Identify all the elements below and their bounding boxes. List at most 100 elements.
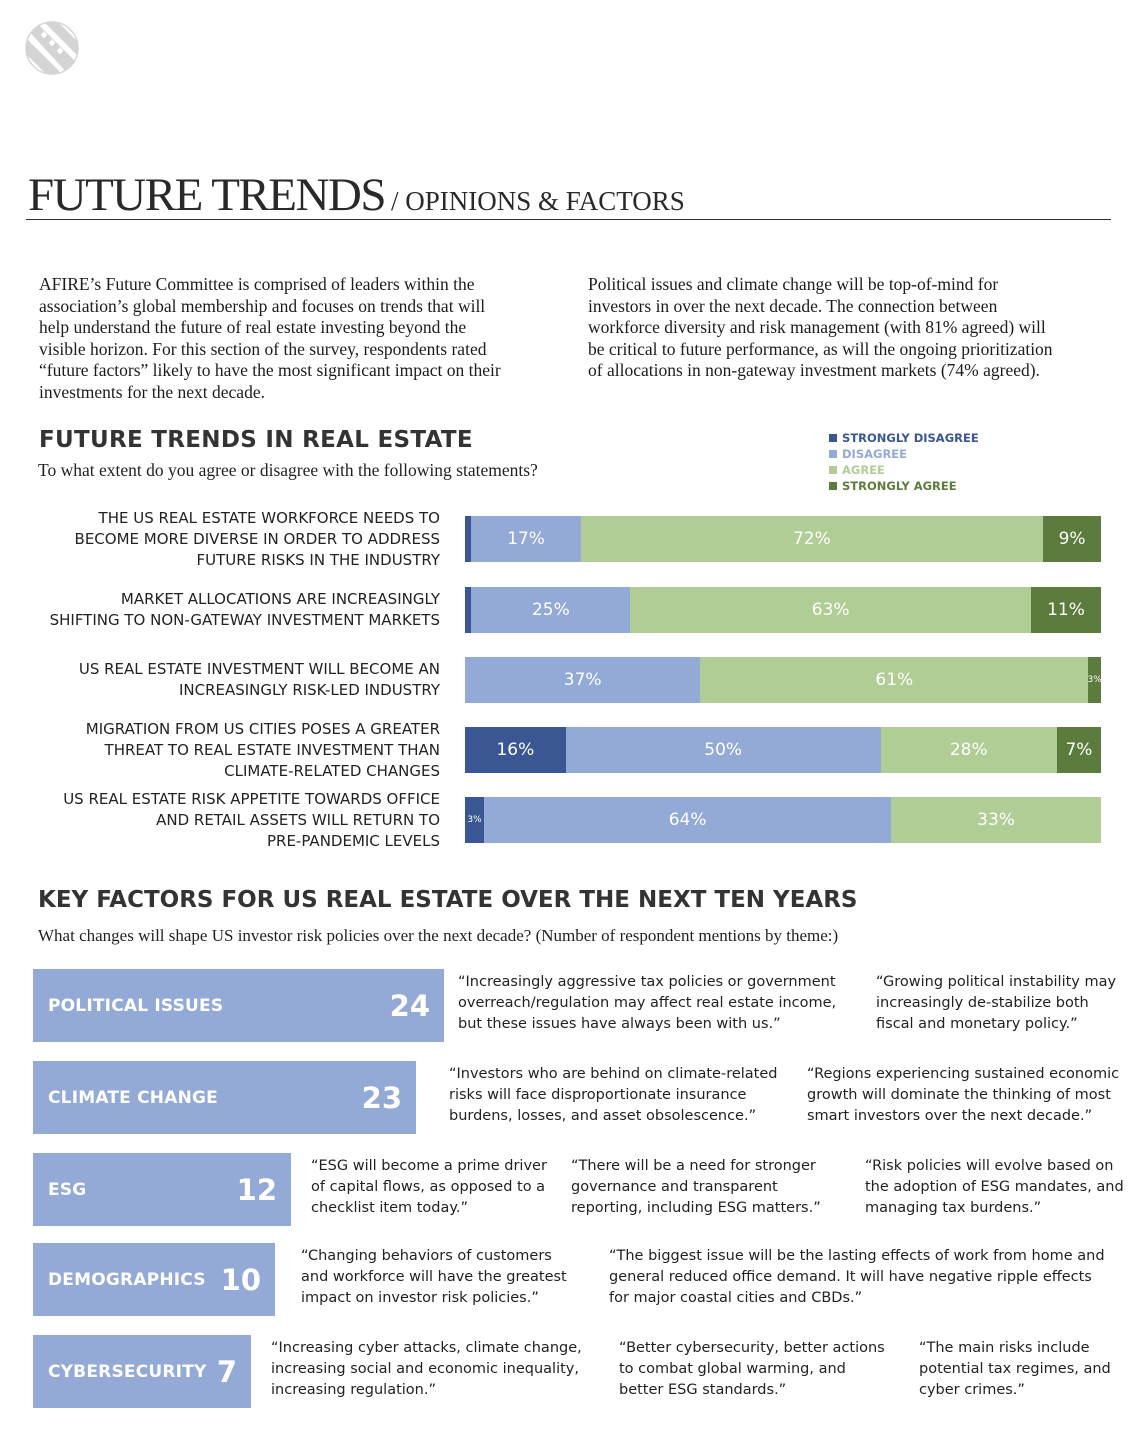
intro-left: AFIRE’s Future Committee is comprised of… (39, 274, 574, 404)
intro-line: help understand the future of real estat… (39, 317, 467, 338)
bar-segment-strongly-agree: 7% (1056, 727, 1101, 773)
factor-label: DEMOGRAPHICS (48, 1269, 206, 1290)
quote-line: “The biggest issue will be the lasting e… (609, 1248, 1105, 1264)
statement-line: FUTURE RISKS IN THE INDUSTRY (196, 550, 441, 569)
quote-line: for major coastal cities and CBDs.” (609, 1290, 863, 1306)
factor-quote: “ESG will become a prime driver of capita… (311, 1156, 547, 1219)
data-label: 7% (1065, 740, 1093, 760)
quote-line: increasing regulation.” (271, 1382, 436, 1398)
bar-segment-disagree: 64% (484, 797, 892, 843)
stacked-bar: 16% 50% 28% 7% (465, 727, 1101, 773)
bar-segment-agree: 28% (880, 727, 1057, 773)
quote-line: “Increasing cyber attacks, climate chang… (271, 1340, 582, 1356)
data-label: 61% (875, 670, 914, 690)
logo (24, 20, 80, 76)
factor-count: 23 (361, 1080, 402, 1115)
factor-bar: POLITICAL ISSUES 24 (33, 969, 444, 1042)
data-label: 64% (668, 810, 707, 830)
statement-line: INCREASINGLY RISK-LED INDUSTRY (178, 681, 440, 699)
bar-segment-agree: 61% (700, 657, 1089, 703)
quote-line: managing tax burdens.” (865, 1200, 1042, 1216)
bar-segment-agree: 72% (580, 516, 1044, 562)
data-label: 50% (704, 740, 743, 760)
quote-line: impact on investor risk policies.” (301, 1290, 539, 1306)
quote-line: smart investors over the next decade.” (807, 1108, 1093, 1124)
statement-line: THREAT TO REAL ESTATE INVESTMENT THAN (104, 740, 440, 759)
data-label: 28% (949, 740, 988, 760)
factor-bar: CLIMATE CHANGE 23 (33, 1061, 416, 1134)
legend-swatch (829, 450, 837, 458)
factor-quote: “Increasing cyber attacks, climate chang… (271, 1338, 582, 1401)
factors-question: What changes will shape US investor risk… (38, 926, 839, 945)
factor-count: 10 (220, 1262, 261, 1297)
bar-segment-strongly-agree: 11% (1031, 587, 1101, 633)
quote-line: risks will face disproportionate insuran… (449, 1087, 747, 1103)
bar-segment-agree: 63% (630, 587, 1032, 633)
bar-segment-disagree: 25% (471, 587, 631, 633)
factor-quote: “Growing political instability may increa… (876, 972, 1116, 1035)
quote-line: “Regions experiencing sustained economic (807, 1066, 1120, 1082)
stacked-bar: 3% 64% 33% (465, 797, 1101, 843)
quote-line: checklist item today.” (311, 1200, 469, 1216)
bar-segment-strongly-disagree (465, 587, 472, 633)
statement-line: PRE-PANDEMIC LEVELS (266, 831, 440, 850)
quote-line: of capital flows, as opposed to a (311, 1179, 546, 1195)
intro-line: investments for the next decade. (39, 381, 265, 402)
chart-legend: STRONGLY DISAGREE DISAGREE AGREE STRONGLY A… (829, 430, 979, 494)
statement-label: US REAL ESTATE RISK APPETITE TOWARDS OFF… (63, 789, 440, 852)
statement-label: US REAL ESTATE INVESTMENT WILL BECOME AN… (79, 659, 440, 701)
factors-heading: KEY FACTORS FOR US REAL ESTATE OVER THE … (38, 887, 858, 913)
quote-line: growth will dominate the thinking of mos… (807, 1087, 1111, 1103)
data-label: 25% (531, 600, 570, 620)
factor-quote: “Better cybersecurity, better actions to … (619, 1338, 885, 1401)
quote-line: to combat global warming, and (619, 1361, 846, 1377)
quote-line: “Risk policies will evolve based on (865, 1158, 1114, 1174)
legend-item: STRONGLY DISAGREE (829, 430, 979, 446)
factor-bar: DEMOGRAPHICS 10 (33, 1243, 275, 1316)
quote-line: overreach/regulation may affect real est… (458, 995, 837, 1011)
statement-line: CLIMATE-RELATED CHANGES (224, 761, 440, 780)
statement-line: MARKET ALLOCATIONS ARE INCREASINGLY (120, 590, 440, 608)
stacked-bar: 17% 72% 9% (465, 516, 1101, 562)
factor-quote: “Investors who are behind on climate-rel… (449, 1064, 778, 1127)
factor-label: POLITICAL ISSUES (48, 995, 224, 1016)
statement-label: MARKET ALLOCATIONS ARE INCREASINGLY SHIFT… (50, 589, 440, 631)
legend-label: STRONGLY AGREE (842, 479, 957, 493)
factor-label: CLIMATE CHANGE (48, 1087, 218, 1108)
quote-line: and workforce will have the greatest (301, 1269, 567, 1285)
legend-label: AGREE (842, 463, 885, 477)
quote-line: “Increasingly aggressive tax policies or… (458, 974, 836, 990)
title-subtitle: / OPINIONS & FACTORS (390, 186, 685, 216)
trends-heading: FUTURE TRENDS IN REAL ESTATE (39, 427, 473, 453)
bar-segment-disagree: 50% (565, 727, 881, 773)
legend-item: AGREE (829, 462, 979, 478)
data-label: 72% (792, 529, 831, 549)
quote-line: fiscal and monetary policy.” (876, 1016, 1078, 1032)
statement-line: US REAL ESTATE INVESTMENT WILL BECOME AN (78, 660, 440, 678)
bar-segment-strongly-disagree: 3% (465, 797, 485, 843)
factor-label: CYBERSECURITY (48, 1361, 207, 1382)
quote-line: “Better cybersecurity, better actions (619, 1340, 885, 1356)
quote-line: “Changing behaviors of customers (301, 1248, 552, 1264)
factor-quote: “The main risks include potential tax reg… (919, 1338, 1111, 1401)
quote-line: “Investors who are behind on climate-rel… (449, 1066, 778, 1082)
data-label: 11% (1047, 600, 1085, 620)
legend-item: STRONGLY AGREE (829, 478, 979, 494)
intro-right: Political issues and climate change will… (588, 274, 1118, 382)
quote-line: governance and transparent (571, 1179, 778, 1195)
intro-line: association’s global membership and focu… (39, 295, 486, 316)
quote-line: potential tax regimes, and (919, 1361, 1111, 1377)
intro-line: investors in over the next decade. The c… (588, 295, 998, 316)
globe-stripes-icon (25, 21, 79, 75)
intro-line: AFIRE’s Future Committee is comprised of… (39, 274, 475, 294)
quote-line: reporting, including ESG matters.” (571, 1200, 821, 1216)
title-main: FUTURE TRENDS (28, 169, 386, 221)
factor-quote: “Changing behaviors of customers and work… (301, 1246, 567, 1309)
quote-line: the adoption of ESG mandates, and (865, 1179, 1124, 1195)
data-label: 17% (507, 529, 545, 549)
quote-line: but these issues have always been with u… (458, 1016, 781, 1032)
factor-count: 24 (389, 988, 430, 1023)
intro-line: visible horizon. For this section of the… (39, 338, 487, 359)
data-label: 33% (977, 810, 1015, 830)
legend-swatch (829, 434, 837, 442)
